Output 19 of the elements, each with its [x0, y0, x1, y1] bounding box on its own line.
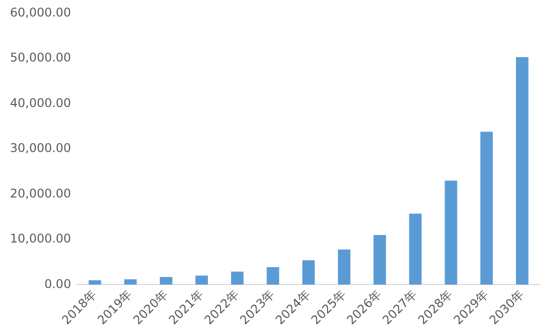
bar [302, 260, 315, 285]
bar [160, 277, 172, 285]
y-tick-label: 20,000.00 [10, 186, 72, 200]
y-tick-label: 40,000.00 [10, 96, 72, 110]
bar [374, 234, 386, 285]
bar [88, 280, 102, 285]
bar [409, 214, 422, 285]
bar [231, 272, 244, 285]
bar [338, 249, 350, 285]
y-tick-label: 30,000.00 [10, 141, 72, 156]
y-tick-label: 60,000.00 [10, 5, 72, 20]
y-tick-label: 10,000.00 [10, 232, 72, 246]
bar [516, 57, 528, 285]
bar [480, 132, 493, 285]
y-tick-label: 50,000.00 [10, 50, 72, 65]
y-tick-label: 0.00 [44, 276, 72, 291]
bar [444, 180, 458, 285]
bar [195, 276, 208, 285]
bar [266, 267, 280, 285]
